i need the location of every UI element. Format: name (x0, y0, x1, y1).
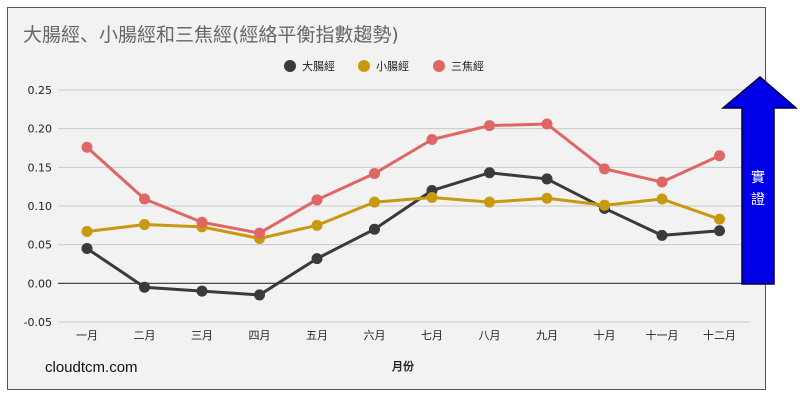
data-point (714, 150, 725, 162)
data-point (484, 120, 495, 132)
data-point (599, 199, 610, 211)
legend-label: 三焦經 (451, 59, 484, 73)
series-line (85, 122, 721, 235)
x-tick-label: 十一月 (646, 328, 679, 342)
data-point (426, 191, 438, 203)
data-point (81, 141, 93, 153)
x-tick-label: 六月 (364, 329, 386, 342)
data-point (196, 285, 208, 297)
x-tick-label: 二月 (134, 329, 156, 342)
y-tick-label: 0.10 (28, 200, 53, 213)
y-tick-label: 0.25 (28, 84, 53, 97)
data-point (714, 225, 725, 237)
data-point (196, 216, 208, 228)
series-lines (81, 118, 725, 301)
up-arrow-icon (720, 76, 799, 285)
y-tick-label: 0.20 (28, 123, 53, 136)
evidence-arrow: 實 證 (720, 76, 799, 285)
x-tick-label: 三月 (191, 329, 213, 342)
gridlines (58, 89, 750, 323)
y-axis-ticks: 0.25 0.20 0.15 0.10 0.05 0.00 -0.05 (24, 84, 52, 329)
data-point (714, 213, 725, 225)
data-point (139, 219, 150, 231)
data-point (369, 168, 380, 180)
arrow-label-line1: 實 (751, 169, 765, 186)
data-point (369, 223, 380, 235)
data-point (484, 167, 495, 179)
series-line (86, 171, 720, 297)
arrow-label-line2: 證 (751, 191, 765, 208)
x-tick-label: 十二月 (703, 328, 736, 342)
legend: 大腸經 小腸經 三焦經 (284, 59, 484, 73)
data-point (139, 281, 150, 293)
y-tick-label: 0.00 (28, 277, 53, 290)
legend-item: 三焦經 (433, 59, 484, 73)
x-tick-label: 五月 (306, 329, 328, 342)
x-axis-ticks: 一月 二月 三月 四月 五月 六月 七月 八月 九月 十月 十一月 十二月 (76, 328, 736, 342)
data-point (484, 196, 495, 208)
x-axis-label: 月份 (391, 359, 415, 373)
data-point (81, 243, 93, 255)
series-line (86, 195, 720, 240)
legend-item: 小腸經 (358, 59, 409, 73)
series-3 (81, 118, 725, 239)
legend-label: 小腸經 (376, 59, 409, 73)
data-point (254, 289, 265, 301)
legend-swatch (433, 60, 445, 72)
data-point (599, 163, 610, 175)
x-tick-label: 七月 (421, 329, 443, 342)
data-point (541, 173, 553, 185)
data-point (656, 176, 668, 188)
data-point (311, 253, 323, 265)
data-point (311, 219, 323, 231)
chart-frame (7, 7, 766, 390)
data-point (656, 193, 668, 205)
legend-swatch (358, 60, 370, 72)
data-point (541, 118, 553, 130)
data-point (139, 193, 150, 205)
x-tick-label: 一月 (76, 329, 98, 342)
y-tick-label: 0.05 (28, 239, 53, 252)
x-tick-label: 八月 (479, 329, 501, 342)
data-point (81, 226, 93, 238)
brand-text: cloudtcm.com (45, 359, 138, 376)
x-tick-label: 十月 (594, 328, 616, 342)
data-point (369, 196, 380, 208)
data-point (311, 194, 323, 206)
data-point (254, 227, 265, 239)
data-point (541, 192, 553, 204)
chart-title: 大腸經、小腸經和三焦經(經絡平衡指數趨勢) (23, 24, 399, 46)
x-tick-label: 九月 (536, 329, 558, 342)
legend-item: 大腸經 (284, 59, 335, 73)
y-tick-label: 0.15 (28, 161, 53, 174)
legend-swatch (284, 60, 296, 72)
data-point (426, 133, 438, 145)
data-point (656, 229, 668, 241)
x-tick-label: 四月 (249, 329, 271, 342)
series-1 (81, 167, 725, 301)
y-tick-label: -0.05 (24, 316, 52, 329)
legend-label: 大腸經 (302, 59, 335, 73)
